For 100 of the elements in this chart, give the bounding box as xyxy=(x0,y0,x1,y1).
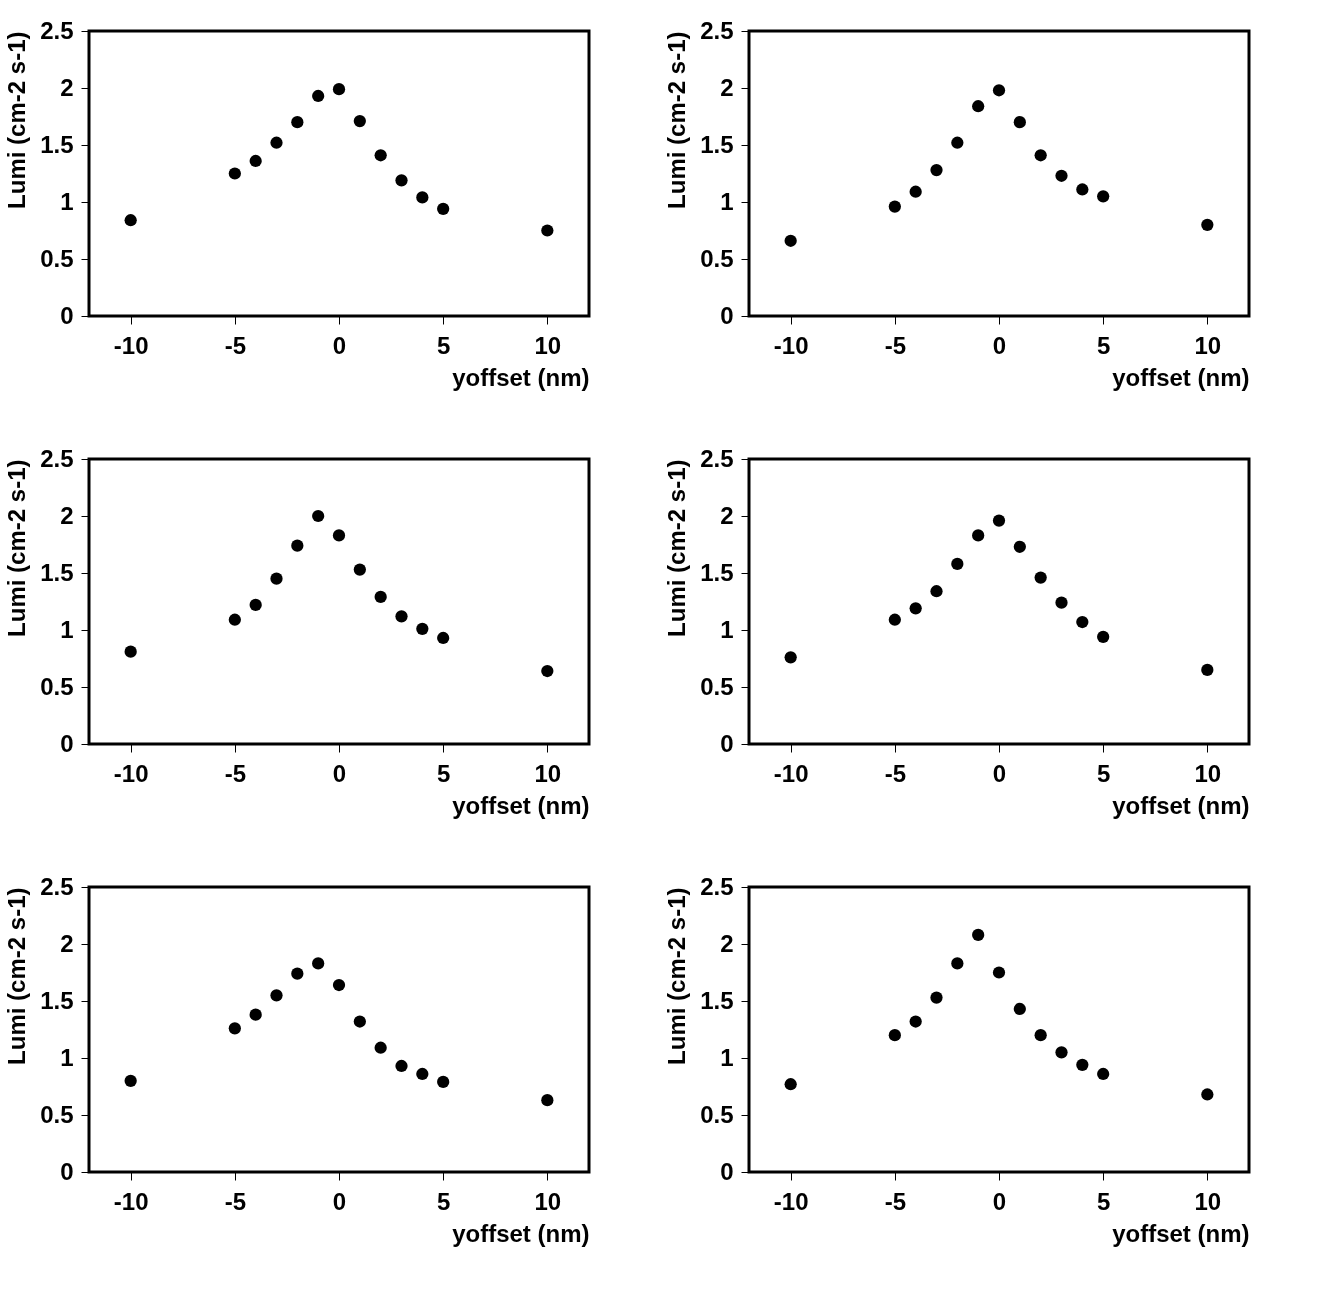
y-tick-label: 2.5 xyxy=(40,16,74,44)
point xyxy=(228,167,241,180)
point xyxy=(972,928,985,941)
x-tick-label: -5 xyxy=(884,1187,907,1215)
y-tick-label: 0.5 xyxy=(40,672,74,700)
x-tick-label: 10 xyxy=(1194,331,1222,359)
point xyxy=(249,154,262,168)
point xyxy=(951,136,964,149)
point xyxy=(270,572,283,585)
point xyxy=(1201,1088,1214,1101)
point xyxy=(541,664,554,678)
point xyxy=(312,509,325,523)
y-tick-label: 1 xyxy=(720,1043,734,1071)
point xyxy=(930,163,943,177)
point xyxy=(353,563,366,576)
point xyxy=(416,191,429,204)
point xyxy=(1076,615,1089,629)
point xyxy=(888,613,901,626)
point xyxy=(312,89,325,103)
x-axis-title: yoffset (nm) xyxy=(452,791,590,819)
point xyxy=(1097,1067,1110,1081)
x-tick-label: 5 xyxy=(436,759,451,787)
y-tick-label: 2.5 xyxy=(700,444,734,472)
x-axis-title: yoffset (nm) xyxy=(452,1219,590,1247)
point xyxy=(992,84,1006,97)
y-tick-label: 0 xyxy=(720,729,734,757)
point xyxy=(1055,596,1068,609)
point xyxy=(784,1078,797,1091)
y-tick-label: 0 xyxy=(60,729,74,757)
point xyxy=(124,214,137,227)
point xyxy=(395,1059,408,1073)
y-tick-label: 1.5 xyxy=(40,558,74,586)
y-tick-label: 2.5 xyxy=(40,444,74,472)
y-axis-title: Lumi (cm-2 s-1) xyxy=(3,887,31,1065)
y-tick-label: 2 xyxy=(720,501,734,529)
y-tick-label: 2 xyxy=(60,73,74,101)
y-tick-label: 1 xyxy=(720,187,734,215)
x-tick-label: 5 xyxy=(436,331,451,359)
point xyxy=(228,613,241,626)
x-tick-label: 10 xyxy=(1194,759,1222,787)
y-axis-title: Lumi (cm-2 s-1) xyxy=(3,31,31,209)
y-tick-label: 2 xyxy=(60,501,74,529)
x-tick-label: -5 xyxy=(884,331,907,359)
y-axis-title: Lumi (cm-2 s-1) xyxy=(663,887,691,1065)
x-tick-label: 5 xyxy=(1096,1187,1111,1215)
y-tick-label: 0.5 xyxy=(700,672,734,700)
x-tick-label: 0 xyxy=(332,759,347,787)
point xyxy=(1013,116,1026,129)
point xyxy=(972,529,985,542)
point xyxy=(270,136,283,149)
point xyxy=(249,598,262,612)
point xyxy=(1034,571,1047,584)
x-tick-label: 0 xyxy=(332,331,347,359)
point xyxy=(1013,1002,1026,1016)
point xyxy=(291,116,304,129)
point xyxy=(909,185,922,198)
y-tick-label: 2 xyxy=(720,929,734,957)
point xyxy=(228,1022,241,1035)
y-tick-label: 1 xyxy=(60,1043,74,1071)
point xyxy=(353,114,366,128)
point xyxy=(353,1015,366,1028)
point xyxy=(888,200,901,213)
point xyxy=(1013,540,1026,553)
point xyxy=(888,1029,901,1042)
x-tick-label: 5 xyxy=(1096,759,1111,787)
point xyxy=(395,174,408,187)
point xyxy=(909,1015,922,1028)
point xyxy=(332,978,346,992)
y-axis-title: Lumi (cm-2 s-1) xyxy=(663,31,691,209)
y-tick-label: 2 xyxy=(60,929,74,957)
point xyxy=(972,100,985,113)
x-tick-label: 10 xyxy=(534,1187,562,1215)
point xyxy=(1034,1029,1047,1042)
y-tick-label: 0.5 xyxy=(40,244,74,272)
point xyxy=(124,645,137,658)
point xyxy=(1055,1046,1068,1059)
y-tick-label: 0 xyxy=(60,1157,74,1185)
x-tick-label: 10 xyxy=(534,759,562,787)
x-tick-label: 0 xyxy=(332,1187,347,1215)
point xyxy=(312,957,325,970)
x-tick-label: 10 xyxy=(1194,1187,1222,1215)
point xyxy=(437,1075,450,1089)
y-tick-label: 2.5 xyxy=(700,872,734,900)
x-axis-title: yoffset (nm) xyxy=(1112,363,1250,391)
point xyxy=(992,514,1006,527)
point xyxy=(1034,149,1047,162)
y-tick-label: 1 xyxy=(60,187,74,215)
x-axis-title: yoffset (nm) xyxy=(1112,1219,1250,1247)
point xyxy=(541,1094,554,1107)
point xyxy=(437,631,450,645)
point xyxy=(332,529,346,542)
point xyxy=(291,967,304,980)
x-axis-title: yoffset (nm) xyxy=(1112,791,1250,819)
y-tick-label: 1.5 xyxy=(700,986,734,1014)
x-tick-label: 0 xyxy=(992,759,1007,787)
x-tick-label: -10 xyxy=(113,331,149,359)
point xyxy=(374,590,387,604)
point xyxy=(784,234,797,247)
point xyxy=(541,224,554,237)
point xyxy=(374,149,387,162)
